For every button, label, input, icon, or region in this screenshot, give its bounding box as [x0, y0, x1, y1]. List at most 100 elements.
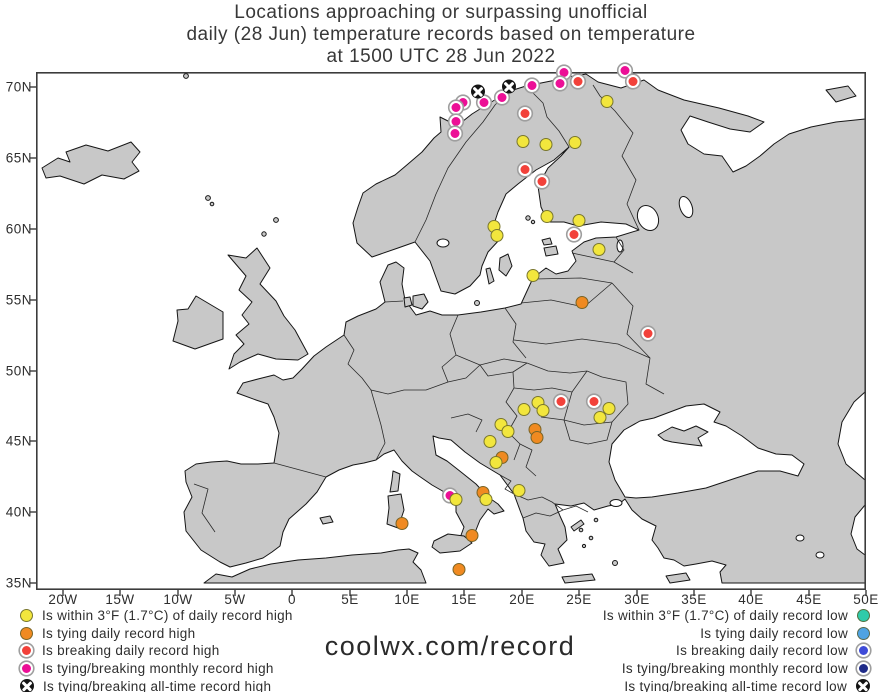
x-tick-label: 5W: [224, 592, 246, 607]
red-ring-marker-icon: [535, 175, 549, 188]
yellow-simple-marker-icon: [512, 484, 526, 497]
black-alltime-marker-icon: [471, 84, 485, 99]
record-marker-within_daily_record_high: [593, 411, 607, 429]
red-ring-marker-icon: [554, 395, 568, 408]
record-marker-within_daily_record_high: [512, 484, 526, 502]
crete: [561, 573, 596, 584]
aegean-island-4: [581, 543, 587, 549]
orange-simple-marker-icon: [575, 296, 589, 309]
black-sea: [608, 403, 805, 499]
record-marker-within_daily_record_high: [526, 269, 540, 287]
record-marker-within_daily_record_high: [449, 493, 463, 511]
red-ring-marker-icon: [518, 107, 532, 120]
orkney: [261, 231, 267, 237]
europe-map: [30, 72, 867, 596]
faroe-islands: [205, 195, 211, 201]
yellow-simple-marker-icon: [568, 136, 582, 149]
title-line-1: Locations approaching or surpassing unof…: [234, 2, 648, 23]
x-tick-label: 20W: [48, 592, 78, 607]
record-marker-within_daily_record_high: [536, 404, 550, 422]
record-marker-tying_daily_record_high: [465, 529, 479, 547]
lake-urmia: [815, 551, 825, 559]
magenta-ring-marker-icon: [477, 96, 491, 109]
kanin-island: [825, 85, 857, 103]
sicily: [431, 533, 473, 554]
record-marker-breaking_daily_record_high: [641, 327, 655, 345]
yellow-simple-marker-icon: [592, 243, 606, 256]
magenta-ring-marker-icon: [448, 127, 462, 140]
record-marker-breaking_daily_record_high: [626, 75, 640, 93]
x-tick-label: 25E: [566, 592, 592, 607]
yellow-simple-marker-icon: [536, 404, 550, 417]
orange-simple-marker-icon: [465, 529, 479, 542]
x-tick-label: 0: [287, 592, 296, 607]
legend-item-right-4: Is tying/breaking all-time record low: [624, 677, 870, 692]
red-ring-marker-icon: [20, 643, 33, 657]
yellow-simple-marker-icon: [602, 402, 616, 415]
saaremaa: [543, 245, 559, 257]
ireland: [172, 295, 224, 350]
record-marker-breaking_daily_record_high: [567, 228, 581, 246]
black-alltime-marker-icon: [856, 679, 870, 692]
record-marker-tying_daily_record_high: [395, 517, 409, 535]
record-marker-tying_daily_record_high: [575, 296, 589, 314]
yellow-simple-marker-icon: [526, 269, 540, 282]
legend-label: Is tying/breaking monthly record high: [42, 660, 274, 676]
yellow-simple-marker-icon: [600, 95, 614, 108]
record-marker-within_daily_record_high: [602, 402, 616, 420]
iceland: [41, 141, 141, 185]
record-marker-within_daily_record_high: [483, 435, 497, 453]
record-marker-within_daily_record_high: [490, 229, 504, 247]
yellow-simple-marker-icon: [449, 493, 463, 506]
watermark-url: coolwx.com/record: [324, 631, 576, 661]
y-tick-label: 40N: [5, 504, 32, 520]
record-marker-within_3F_of_daily_record_high: [495, 91, 509, 109]
record-marker-within_daily_record_high: [572, 214, 586, 232]
yellow-simple-marker-icon: [540, 210, 554, 223]
aland: [525, 215, 531, 221]
magenta-ring-marker-icon: [525, 79, 539, 92]
y-tick-label: 55N: [5, 292, 32, 308]
record-marker-within_daily_record_high: [592, 243, 606, 261]
x-tick-label: 5E: [341, 592, 359, 607]
magenta-ring-marker-icon: [618, 64, 632, 77]
lake-ladoga: [636, 204, 660, 232]
yellow-simple-marker-icon: [517, 403, 531, 416]
light_blue-simple-marker-icon: [857, 626, 870, 640]
teal-simple-marker-icon: [857, 608, 870, 622]
x-tick-label: 15E: [451, 592, 477, 607]
lake-van: [795, 534, 805, 542]
x-tick-label: 30E: [624, 592, 650, 607]
yellow-simple-marker-icon: [489, 456, 503, 469]
record-marker-within_3F_of_daily_record_high: [525, 79, 539, 97]
blue-ring-marker-icon: [857, 643, 870, 657]
aegean-island-1: [578, 527, 584, 533]
x-tick-label: 15W: [105, 592, 135, 607]
record-marker-tying_breaking_alltime_record_high: [502, 79, 516, 99]
hiiumaa: [541, 237, 553, 246]
red-ring-marker-icon: [641, 327, 655, 340]
cyprus: [665, 572, 691, 584]
funen: [403, 296, 413, 308]
yellow-simple-marker-icon: [490, 229, 504, 242]
great-britain: [227, 247, 309, 370]
magenta-ring-marker-icon: [553, 77, 567, 90]
lake-onega: [678, 195, 694, 219]
yellow-simple-marker-icon: [572, 214, 586, 227]
red-ring-marker-icon: [626, 75, 640, 88]
black-alltime-marker-icon: [20, 679, 34, 692]
rhodes: [612, 560, 618, 566]
shetland: [273, 217, 279, 223]
page-title: Locations approaching or surpassing unof…: [20, 2, 862, 68]
legend-item-right-0: Is within 3°F (1.7°C) of daily record lo…: [603, 606, 870, 624]
navy-ring-marker-icon: [857, 661, 870, 675]
record-marker-within_3F_of_daily_record_high: [618, 64, 632, 82]
red-ring-marker-icon: [587, 395, 601, 408]
legend-item-left-2: Is breaking daily record high: [20, 641, 220, 659]
faroe-islands-2: [209, 201, 215, 207]
record-marker-within_3F_of_daily_record_high: [448, 127, 462, 145]
x-tick-label: 20E: [509, 592, 535, 607]
legend-label: Is within 3°F (1.7°C) of daily record lo…: [602, 607, 848, 623]
title-line-3: at 1500 UTC 28 Jun 2022: [326, 46, 556, 67]
legend-label: Is breaking daily record high: [42, 642, 220, 658]
